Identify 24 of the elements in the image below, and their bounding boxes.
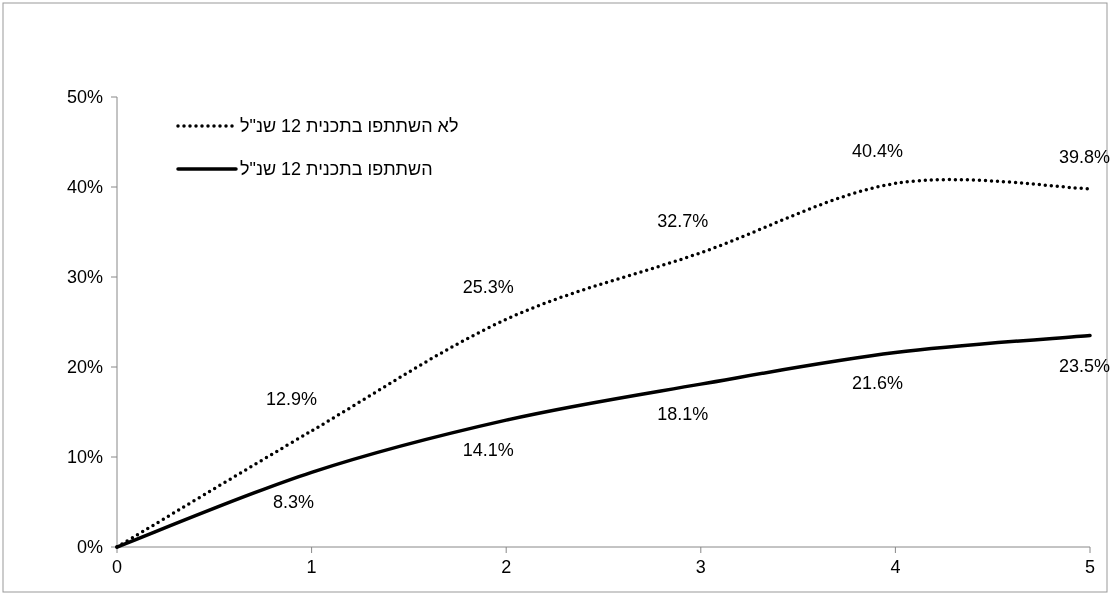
y-tick-label: 10%: [66, 447, 103, 467]
x-tick-label: 1: [306, 557, 317, 577]
y-tick-label: 40%: [66, 177, 103, 197]
data-label: 25.3%: [462, 277, 514, 298]
x-tick-label: 0: [111, 557, 123, 577]
data-label: 8.3%: [273, 492, 315, 513]
data-label: 21.6%: [851, 372, 903, 393]
data-label: 12.9%: [266, 388, 318, 409]
x-tick-label: 2: [501, 557, 512, 577]
data-label: 14.1%: [462, 440, 514, 461]
y-tick-label: 30%: [66, 267, 103, 287]
y-tick-label: 50%: [66, 87, 103, 107]
x-tick-label: 5: [1084, 557, 1096, 577]
data-label: 23.5%: [1058, 355, 1110, 376]
data-label: 40.4%: [851, 141, 903, 162]
y-tick-label: 0%: [76, 537, 103, 557]
data-label: 18.1%: [657, 404, 709, 425]
legend-label: השתתפו בתכנית 12 שנ"ל: [240, 159, 433, 179]
x-tick-label: 4: [890, 557, 901, 577]
legend-label: לא השתתפו בתכנית 12 שנ"ל: [240, 116, 459, 136]
data-label: 32.7%: [657, 210, 709, 231]
data-label: 39.8%: [1058, 146, 1110, 167]
x-tick-label: 3: [695, 557, 706, 577]
y-tick-label: 20%: [66, 357, 103, 377]
